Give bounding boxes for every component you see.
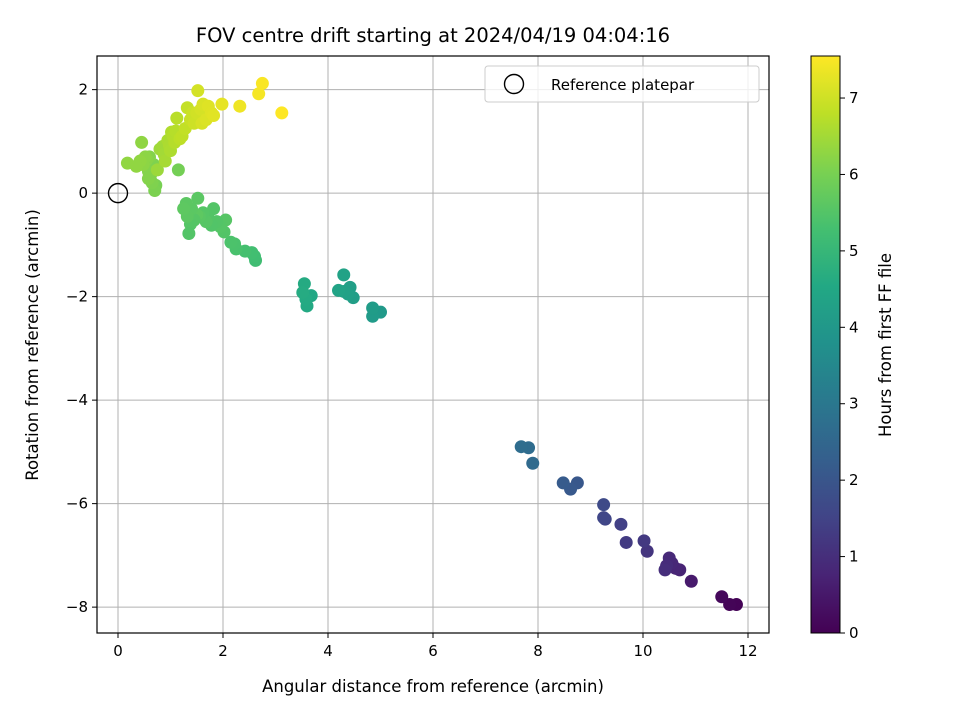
data-point	[207, 109, 221, 123]
data-point	[158, 154, 172, 168]
x-tick-label: 8	[533, 642, 543, 660]
data-point	[597, 511, 611, 525]
data-point	[526, 456, 540, 470]
legend-box	[484, 65, 760, 103]
x-tick-label: 4	[323, 642, 333, 660]
colorbar-ticks: 0 1 2 3 4 5 6 7	[840, 89, 859, 642]
data-points	[120, 76, 743, 612]
colorbar-tick-label: 4	[849, 318, 859, 336]
colorbar-tick-label: 5	[849, 242, 859, 260]
chart-title: FOV centre drift starting at 2024/04/19 …	[196, 24, 670, 47]
data-point	[332, 283, 345, 297]
colorbar-tick-label: 1	[849, 548, 859, 566]
y-tick-label: −2	[66, 288, 88, 306]
y-axis-ticks: 2 0 −2 −4 −6 −8	[66, 81, 97, 616]
y-tick-label: −4	[66, 391, 88, 409]
data-point	[252, 87, 266, 101]
data-point	[170, 111, 184, 125]
data-point	[619, 535, 633, 549]
data-point	[233, 99, 247, 113]
data-point	[614, 517, 628, 531]
y-tick-label: 2	[78, 81, 88, 99]
data-point	[640, 544, 654, 558]
x-axis-label: Angular distance from reference (arcmin)	[262, 677, 604, 696]
data-point	[684, 574, 698, 588]
data-point	[715, 590, 729, 604]
data-point	[150, 163, 164, 177]
y-tick-label: 0	[78, 184, 88, 202]
colorbar-gradient	[810, 55, 841, 634]
colorbar-tick-label: 0	[849, 624, 859, 642]
colorbar-tick-label: 3	[849, 395, 859, 413]
y-tick-label: −6	[66, 495, 88, 513]
data-point	[215, 97, 229, 111]
data-point	[275, 106, 289, 120]
colorbar: 0 1 2 3 4 5 6 7 Hours from first FF file	[810, 55, 895, 642]
data-point	[135, 135, 149, 149]
x-tick-label: 12	[738, 642, 757, 660]
reference-marker	[107, 182, 129, 204]
data-point	[224, 235, 238, 249]
data-point	[182, 226, 196, 240]
data-point	[177, 202, 191, 216]
data-point	[637, 534, 651, 548]
legend-marker-circle	[503, 73, 525, 95]
data-point	[366, 301, 380, 315]
colorbar-tick-label: 6	[849, 165, 859, 183]
data-point	[337, 268, 351, 282]
y-axis-label: Rotation from reference (arcmin)	[23, 209, 42, 481]
data-point	[171, 163, 185, 177]
legend-label: Reference platepar	[551, 76, 695, 94]
grid-lines	[97, 56, 769, 633]
x-axis-ticks: 0 2 4 6 8 10 12	[113, 633, 758, 660]
data-point	[658, 563, 672, 577]
data-point	[514, 440, 528, 454]
data-point	[296, 285, 310, 299]
data-point	[191, 191, 205, 205]
y-tick-label: −8	[66, 598, 88, 616]
data-point	[556, 476, 570, 490]
x-tick-label: 2	[218, 642, 228, 660]
data-point	[255, 76, 269, 90]
legend: Reference platepar	[484, 65, 760, 103]
data-point	[597, 498, 611, 512]
x-tick-label: 10	[633, 642, 652, 660]
colorbar-tick-label: 2	[849, 471, 859, 489]
colorbar-tick-label: 7	[849, 89, 859, 107]
reference-circle	[107, 182, 129, 204]
colorbar-label: Hours from first FF file	[876, 253, 895, 437]
x-tick-label: 0	[113, 642, 123, 660]
x-tick-label: 6	[428, 642, 438, 660]
data-point	[191, 84, 205, 98]
data-point	[120, 156, 134, 170]
